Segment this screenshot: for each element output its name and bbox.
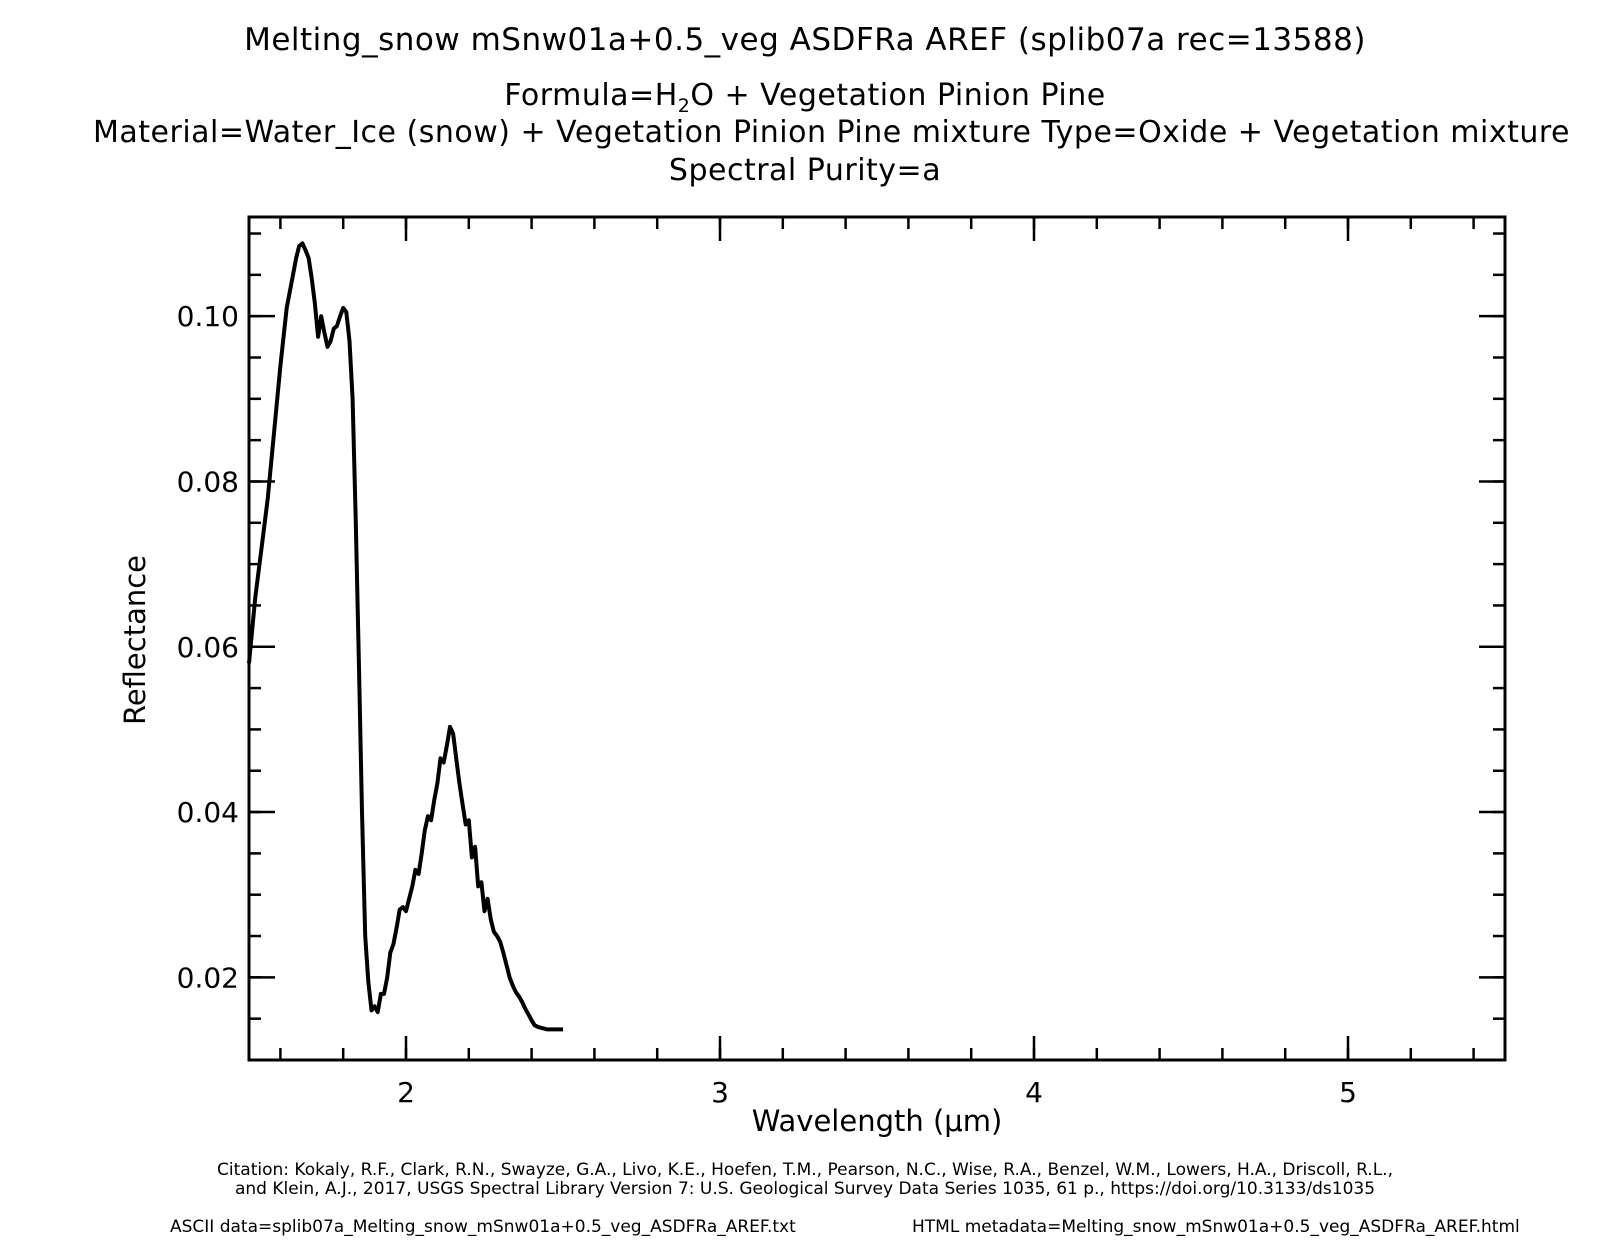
formula-prefix: Formula=H [504, 78, 678, 113]
y-axis-label: Reflectance [118, 555, 152, 725]
material-line: Material=Water_Ice (snow) + Vegetation P… [93, 115, 1571, 150]
x-axis-label: Wavelength (μm) [752, 1104, 1003, 1138]
formula-line: Formula=H2O + Vegetation Pinion Pine [0, 78, 1610, 117]
x-tick-labels: 2 3 4 5 [397, 1076, 1357, 1109]
x-tick-label: 4 [1025, 1076, 1043, 1109]
x-tick-label: 2 [397, 1076, 415, 1109]
chart-title: Melting_snow mSnw01a+0.5_veg ASDFRa AREF… [244, 22, 1366, 58]
y-tick-label: 0.10 [177, 300, 239, 333]
citation-line-1: Citation: Kokaly, R.F., Clark, R.N., Swa… [217, 1160, 1393, 1180]
y-tick-label: 0.06 [177, 631, 239, 664]
spectral-purity-line: Spectral Purity=a [668, 153, 942, 188]
y-tick-labels: 0.02 0.04 0.06 0.08 0.10 [177, 300, 239, 994]
ascii-data-filename: ASCII data=splib07a_Melting_snow_mSnw01a… [170, 1217, 796, 1237]
x-tick-label: 5 [1339, 1076, 1357, 1109]
y-tick-label: 0.04 [177, 796, 239, 829]
y-tick-label: 0.08 [177, 465, 239, 498]
x-tick-label: 3 [711, 1076, 729, 1109]
citation-line-2: and Klein, A.J., 2017, USGS Spectral Lib… [234, 1179, 1376, 1199]
formula-subscript: 2 [677, 95, 691, 117]
html-metadata-filename: HTML metadata=Melting_snow_mSnw01a+0.5_v… [912, 1217, 1520, 1237]
plot-frame [247, 215, 1507, 1062]
y-tick-label: 0.02 [177, 961, 239, 994]
reflectance-series-line [247, 241, 563, 1032]
axis-ticks [249, 217, 1505, 1060]
formula-suffix: O + Vegetation Pinion Pine [690, 78, 1106, 113]
